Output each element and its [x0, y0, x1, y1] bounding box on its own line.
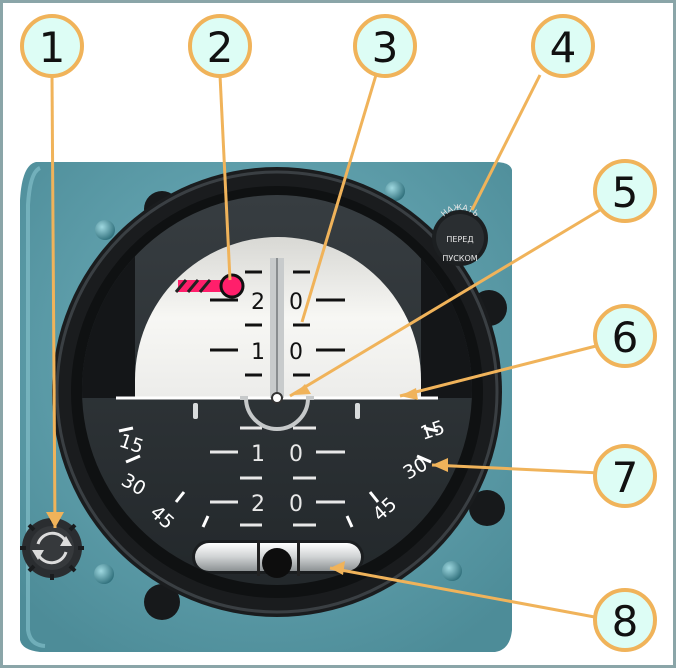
- pitch-adjust-knob[interactable]: [20, 516, 84, 580]
- pitch-ladder-sky: [210, 270, 345, 377]
- pitch-label-down10-right: 0: [289, 442, 303, 467]
- pitch-ladder-ground: [210, 426, 345, 527]
- callout-number: 2: [207, 23, 234, 72]
- callout-6: 6: [593, 304, 657, 368]
- cage-knob-text-bottom: ПУСКОМ: [442, 254, 477, 263]
- pitch-label-down20-right: 0: [289, 492, 303, 517]
- callout-4: 4: [531, 14, 595, 78]
- leader-lines: [50, 74, 601, 620]
- pitch-label-down10-left: 1: [251, 442, 265, 467]
- callout-number: 4: [550, 23, 577, 72]
- panel-screw: [95, 220, 115, 240]
- aircraft-center-dot: [271, 392, 283, 404]
- panel-screw: [385, 181, 405, 201]
- pitch-label-up20-right: 0: [289, 290, 303, 315]
- callout-number: 6: [612, 313, 639, 362]
- pitch-label-down20-left: 2: [251, 492, 265, 517]
- callout-number: 7: [612, 453, 639, 502]
- pitch-label-up10-right: 0: [289, 340, 303, 365]
- aircraft-symbol: [240, 396, 314, 431]
- leader-arrowheads: [46, 384, 448, 575]
- cage-knob[interactable]: НАЖАТЬ ПЕРЕД ПУСКОМ: [432, 203, 488, 266]
- callout-number: 1: [39, 23, 66, 72]
- rotate-arrow-icon: [36, 531, 68, 545]
- pitch-index-marker: [174, 273, 245, 299]
- attitude-sphere: 2 0 1 0 1 0 2 0 15 30 45 15 30 45: [82, 195, 472, 585]
- callout-number: 5: [612, 168, 639, 217]
- callout-1: 1: [20, 14, 84, 78]
- callout-3: 3: [353, 14, 417, 78]
- bank-scale-ticks: [117, 396, 439, 528]
- panel-screw: [94, 564, 114, 584]
- panel-screw: [442, 561, 462, 581]
- callout-8: 8: [593, 588, 657, 652]
- pitch-label-up20-left: 2: [251, 290, 265, 315]
- cage-knob-text-middle: ПЕРЕД: [446, 235, 473, 244]
- callout-5: 5: [593, 159, 657, 223]
- slip-ball: [262, 548, 292, 578]
- callout-7: 7: [593, 444, 657, 508]
- callout-number: 3: [372, 23, 399, 72]
- callout-number: 8: [612, 597, 639, 646]
- pitch-label-up10-left: 1: [251, 340, 265, 365]
- cage-knob-text-top: НАЖАТЬ: [439, 203, 480, 219]
- callout-2: 2: [188, 14, 252, 78]
- slip-indicator: [192, 540, 364, 578]
- svg-text:НАЖАТЬ: НАЖАТЬ: [439, 203, 480, 219]
